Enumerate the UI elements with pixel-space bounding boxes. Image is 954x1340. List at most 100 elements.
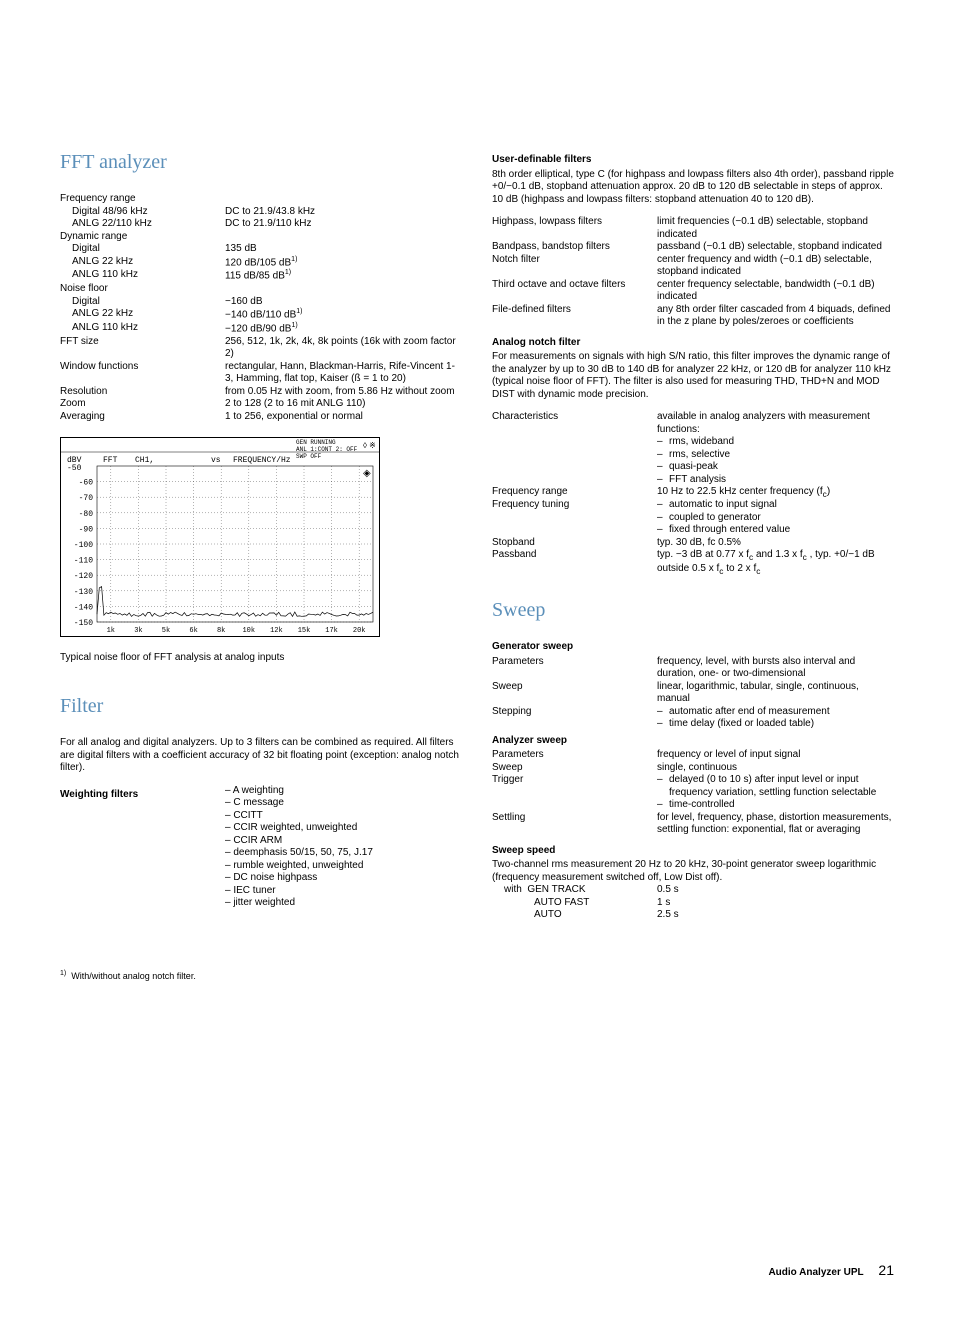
weighting-item: – CCIR weighted, unweighted	[225, 822, 462, 835]
spec-label: Digital	[60, 296, 225, 309]
svg-text:1k: 1k	[107, 627, 115, 635]
svg-text:◊ ※: ◊ ※	[363, 441, 376, 450]
spec-label: ANLG 22 kHz	[60, 256, 225, 270]
fft-graph: dBVFFTCH1,vsFREQUENCY/HzGEN RUNNINGANL 1…	[60, 437, 462, 642]
bullet-item: – coupled to generator	[657, 512, 894, 525]
spec-label: ANLG 22/110 kHz	[60, 218, 225, 231]
filter-intro: For all analog and digital analyzers. Up…	[60, 737, 462, 775]
weighting-item: – A weighting	[225, 785, 462, 798]
freqrange-label: Frequency range	[492, 486, 657, 499]
speed-value: 2.5 s	[657, 909, 894, 922]
svg-text:17k: 17k	[325, 627, 338, 635]
bullet-item: – time delay (fixed or loaded table)	[657, 718, 894, 731]
bullet-item: – quasi-peak	[657, 461, 894, 474]
spec-value: from 0.05 Hz with zoom, from 5.86 Hz wit…	[225, 386, 462, 399]
svg-text:-100: -100	[74, 541, 93, 550]
spec-value: 115 dB/85 dB1)	[225, 269, 462, 283]
spec-label: Frequency range	[60, 193, 225, 206]
spec-value: single, continuous	[657, 762, 894, 775]
svg-text:ANL 1:CONT 2: OFF: ANL 1:CONT 2: OFF	[296, 446, 358, 453]
svg-text:CH1,: CH1,	[135, 456, 154, 465]
footnote: 1) With/without analog notch filter.	[60, 970, 462, 982]
svg-text:6k: 6k	[189, 627, 197, 635]
spec-value: 256, 512, 1k, 2k, 4k, 8k points (16k wit…	[225, 336, 462, 361]
spec-label: Sweep	[492, 681, 657, 706]
freqtuning-label: Frequency tuning	[492, 499, 657, 512]
spec-value: 1 to 256, exponential or normal	[225, 411, 462, 424]
spec-value: linear, logarithmic, tabular, single, co…	[657, 681, 894, 706]
svg-text:-130: -130	[74, 588, 93, 597]
bullet-item: – FFT analysis	[657, 474, 894, 487]
spec-value: any 8th order filter cascaded from 4 biq…	[657, 304, 894, 329]
gen-sweep-heading: Generator sweep	[492, 641, 894, 654]
svg-text:-110: -110	[74, 557, 93, 566]
svg-text:-140: -140	[74, 604, 93, 613]
spec-label: File-defined filters	[492, 304, 657, 329]
spec-value: center frequency and width (−0.1 dB) sel…	[657, 254, 894, 279]
char-value: available in analog analyzers with measu…	[657, 411, 894, 436]
svg-text:-90: -90	[79, 526, 94, 535]
weighting-label: Weighting filters	[60, 789, 225, 908]
weighting-item: – deemphasis 50/15, 50, 75, J.17	[225, 847, 462, 860]
spec-label: Averaging	[60, 411, 225, 424]
spec-value: passband (−0.1 dB) selectable, stopband …	[657, 241, 894, 254]
spec-value: −160 dB	[225, 296, 462, 309]
spec-label: Resolution	[60, 386, 225, 399]
bullet-item: – rms, wideband	[657, 436, 894, 449]
passband-value: typ. −3 dB at 0.77 x fc and 1.3 x fc , t…	[657, 549, 894, 576]
spec-label: Notch filter	[492, 254, 657, 279]
bullet-item: – time-controlled	[657, 799, 894, 812]
svg-text:3k: 3k	[134, 627, 142, 635]
trigger-label: Trigger	[492, 774, 657, 799]
spec-label: Third octave and octave filters	[492, 279, 657, 304]
svg-text:20k: 20k	[353, 627, 366, 635]
svg-text:15k: 15k	[298, 627, 311, 635]
char-label: Characteristics	[492, 411, 657, 436]
anotch-intro: For measurements on signals with high S/…	[492, 351, 894, 401]
passband-label: Passband	[492, 549, 657, 576]
spec-value: DC to 21.9/110 kHz	[225, 218, 462, 231]
svg-text:-60: -60	[79, 479, 94, 488]
weighting-item: – IEC tuner	[225, 885, 462, 898]
spec-label: Digital 48/96 kHz	[60, 206, 225, 219]
spec-label: Highpass, lowpass filters	[492, 216, 657, 241]
spec-value: −120 dB/90 dB1)	[225, 322, 462, 336]
speed-value: 0.5 s	[657, 884, 894, 897]
svg-text:8k: 8k	[217, 627, 225, 635]
bullet-item: – rms, selective	[657, 449, 894, 462]
weighting-item: – jitter weighted	[225, 897, 462, 910]
spec-label: Dynamic range	[60, 231, 225, 244]
svg-text:GEN RUNNING: GEN RUNNING	[296, 439, 336, 446]
spec-value	[225, 193, 462, 206]
weighting-item: – DC noise highpass	[225, 872, 462, 885]
speed-heading: Sweep speed	[492, 845, 894, 858]
spec-value: 2 to 128 (2 to 16 mit ANLG 110)	[225, 398, 462, 411]
spec-value: frequency or level of input signal	[657, 749, 894, 762]
svg-text:-80: -80	[79, 510, 94, 519]
speed-intro: Two-channel rms measurement 20 Hz to 20 …	[492, 859, 894, 884]
spec-label: Window functions	[60, 361, 225, 386]
svg-text:10k: 10k	[242, 627, 255, 635]
svg-text:vs: vs	[211, 456, 221, 465]
stopband-value: typ. 30 dB, fc 0.5%	[657, 537, 894, 550]
svg-text:5k: 5k	[162, 627, 170, 635]
spec-value	[225, 283, 462, 296]
spec-value: DC to 21.9/43.8 kHz	[225, 206, 462, 219]
weighting-item: – CCITT	[225, 810, 462, 823]
page-footer: Audio Analyzer UPL 21	[60, 1262, 894, 1280]
settling-value: for level, frequency, phase, distortion …	[657, 812, 894, 837]
stepping-label: Stepping	[492, 706, 657, 719]
userdef-heading: User-definable filters	[492, 154, 894, 167]
speed-value: 1 s	[657, 897, 894, 910]
filter-heading: Filter	[60, 694, 462, 719]
spec-label: FFT size	[60, 336, 225, 361]
spec-label: ANLG 110 kHz	[60, 269, 225, 283]
spec-label: Noise floor	[60, 283, 225, 296]
svg-text:-120: -120	[74, 573, 93, 582]
spec-label: Digital	[60, 243, 225, 256]
freqrange-value: 10 Hz to 22.5 kHz center frequency (fc)	[657, 486, 894, 499]
spec-value: 120 dB/105 dB1)	[225, 256, 462, 270]
weighting-item: – CCIR ARM	[225, 835, 462, 848]
svg-text:-70: -70	[79, 495, 94, 504]
spec-value	[225, 231, 462, 244]
